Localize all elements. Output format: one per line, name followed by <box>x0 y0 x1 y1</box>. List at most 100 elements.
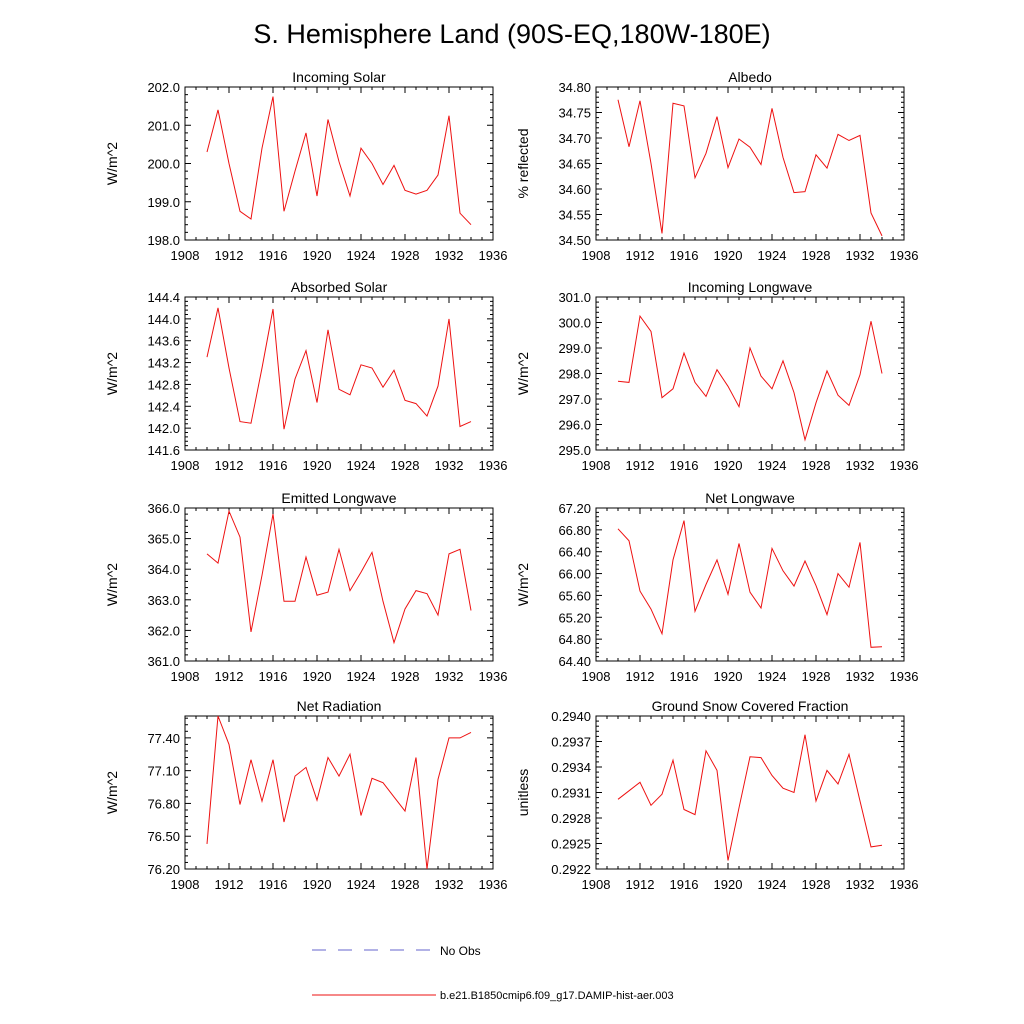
y-tick-label: 364.0 <box>147 562 180 577</box>
x-tick-label: 1924 <box>758 669 787 684</box>
x-tick-label: 1924 <box>347 458 376 473</box>
y-tick-label: 65.20 <box>558 610 591 625</box>
x-tick-label: 1936 <box>890 458 919 473</box>
x-tick-label: 1928 <box>802 877 831 892</box>
chart-panel: Albedo % reflected 1908 1912 1916 1920 1924 192… <box>515 69 918 263</box>
y-tick-label: 77.10 <box>147 764 180 779</box>
y-tick-label: 66.80 <box>558 523 591 538</box>
panel-title: Ground Snow Covered Fraction <box>652 698 849 714</box>
y-tick-label: 0.2934 <box>551 760 591 775</box>
x-tick-label: 1908 <box>171 877 200 892</box>
y-tick-label: 0.2922 <box>551 862 591 877</box>
y-tick-label: 144.0 <box>147 312 180 327</box>
y-tick-label: 34.50 <box>558 233 591 248</box>
x-tick-label: 1908 <box>171 669 200 684</box>
y-tick-label: 0.2937 <box>551 735 591 750</box>
y-tick-label: 143.6 <box>147 334 180 349</box>
x-tick-label: 1908 <box>582 248 611 263</box>
x-tick-label: 1916 <box>259 248 288 263</box>
y-tick-label: 65.60 <box>558 588 591 603</box>
x-tick-label: 1928 <box>391 669 420 684</box>
y-tick-label: 142.0 <box>147 421 180 436</box>
plot-frame <box>595 86 905 241</box>
chart-panel: Incoming Solar W/m^2 1908 1912 1916 1920 1924 1… <box>104 69 507 263</box>
plot-frame <box>184 296 494 451</box>
series-line <box>617 314 883 442</box>
y-tick-label: 366.0 <box>147 501 180 516</box>
panel-title: Net Longwave <box>705 490 795 506</box>
x-tick-label: 1916 <box>670 669 699 684</box>
x-tick-label: 1920 <box>303 458 332 473</box>
y-tick-label: 0.2925 <box>551 837 591 852</box>
y-tick-label: 67.20 <box>558 501 591 516</box>
y-tick-label: 200.0 <box>147 157 180 172</box>
x-tick-label: 1928 <box>391 248 420 263</box>
y-axis-label: W/m^2 <box>104 142 120 185</box>
x-tick-label: 1912 <box>215 669 244 684</box>
y-axis-label: W/m^2 <box>104 563 120 606</box>
y-tick-label: 66.40 <box>558 545 591 560</box>
chart-panel: Emitted Longwave W/m^2 1908 1912 1916 1920 192… <box>104 490 507 684</box>
x-tick-label: 1932 <box>846 248 875 263</box>
x-tick-label: 1932 <box>435 669 464 684</box>
y-tick-label: 34.80 <box>558 80 591 95</box>
legend-model-label: b.e21.B1850cmip6.f09_g17.DAMIP-hist-aer.… <box>440 990 674 1002</box>
y-axis-label: unitless <box>515 769 531 816</box>
y-tick-label: 77.40 <box>147 731 180 746</box>
y-tick-label: 201.0 <box>147 118 180 133</box>
x-tick-label: 1932 <box>435 877 464 892</box>
y-tick-label: 363.0 <box>147 593 180 608</box>
x-tick-label: 1916 <box>670 248 699 263</box>
y-axis-label: W/m^2 <box>104 771 120 814</box>
x-tick-label: 1920 <box>714 877 743 892</box>
y-tick-label: 142.4 <box>147 399 180 414</box>
x-tick-label: 1920 <box>303 248 332 263</box>
x-tick-label: 1908 <box>582 458 611 473</box>
plot-frame <box>595 507 905 662</box>
x-tick-label: 1924 <box>758 877 787 892</box>
x-tick-label: 1936 <box>890 248 919 263</box>
y-tick-label: 64.40 <box>558 654 591 669</box>
x-tick-label: 1932 <box>846 669 875 684</box>
x-tick-label: 1932 <box>846 458 875 473</box>
y-tick-label: 296.0 <box>558 418 591 433</box>
panel-title: Emitted Longwave <box>281 490 396 506</box>
x-tick-label: 1908 <box>171 458 200 473</box>
x-tick-label: 1924 <box>347 248 376 263</box>
y-tick-label: 0.2940 <box>551 709 591 724</box>
x-tick-label: 1912 <box>215 458 244 473</box>
x-tick-label: 1916 <box>259 669 288 684</box>
figure-title: S. Hemisphere Land (90S-EQ,180W-180E) <box>253 19 770 49</box>
x-tick-label: 1928 <box>802 669 831 684</box>
series-line <box>617 734 883 861</box>
x-tick-label: 1928 <box>802 248 831 263</box>
x-tick-label: 1920 <box>714 669 743 684</box>
legend: No Obs b.e21.B1850cmip6.f09_g17.DAMIP-hi… <box>312 944 674 1002</box>
y-tick-label: 295.0 <box>558 443 591 458</box>
x-tick-label: 1936 <box>890 669 919 684</box>
x-tick-label: 1932 <box>435 248 464 263</box>
panel-title: Absorbed Solar <box>291 279 388 295</box>
chart-panel: Incoming Longwave W/m^2 1908 1912 1916 1920 19… <box>515 279 918 473</box>
series-line <box>617 99 883 237</box>
y-tick-label: 199.0 <box>147 195 180 210</box>
x-tick-label: 1920 <box>714 458 743 473</box>
chart-panel: Ground Snow Covered Fraction unitless 1908… <box>515 698 918 892</box>
series-line <box>206 715 472 870</box>
y-tick-label: 34.70 <box>558 131 591 146</box>
x-tick-label: 1928 <box>391 458 420 473</box>
y-axis-label: W/m^2 <box>515 352 531 395</box>
x-tick-label: 1936 <box>479 248 508 263</box>
y-tick-label: 198.0 <box>147 233 180 248</box>
x-tick-label: 1916 <box>670 458 699 473</box>
y-tick-label: 362.0 <box>147 623 180 638</box>
x-tick-label: 1924 <box>347 877 376 892</box>
y-tick-label: 202.0 <box>147 80 180 95</box>
y-tick-label: 142.8 <box>147 377 180 392</box>
plot-frame <box>184 507 494 662</box>
panel-title: Albedo <box>728 69 772 85</box>
x-tick-label: 1916 <box>259 458 288 473</box>
y-tick-label: 64.80 <box>558 632 591 647</box>
y-tick-label: 34.75 <box>558 106 591 121</box>
y-tick-label: 297.0 <box>558 392 591 407</box>
